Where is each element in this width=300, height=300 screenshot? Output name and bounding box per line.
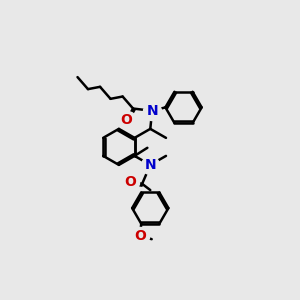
Text: O: O	[134, 229, 146, 243]
Text: O: O	[121, 112, 133, 127]
Text: O: O	[124, 175, 136, 188]
Text: N: N	[145, 158, 156, 172]
Text: N: N	[146, 104, 158, 118]
